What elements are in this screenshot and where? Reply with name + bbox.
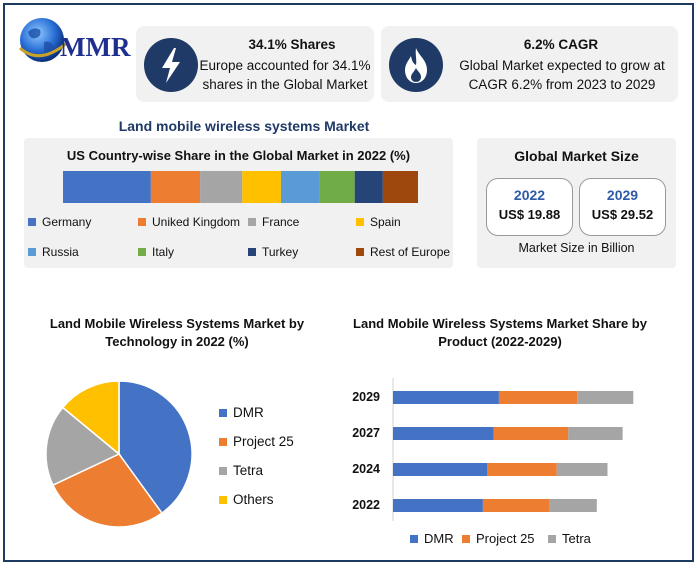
- country-legend-item: Spain: [356, 215, 401, 229]
- legend-label: DMR: [424, 531, 454, 546]
- legend-label: Germany: [42, 215, 92, 229]
- legend-label: Spain: [370, 215, 401, 229]
- stat-description: Europe accounted for 34.1% shares in the…: [199, 58, 371, 92]
- mmr-logo: MMR: [14, 12, 134, 72]
- country-share-chart: [63, 171, 418, 203]
- country-bar-segment: [280, 171, 320, 203]
- country-legend-item: Russia: [28, 245, 79, 259]
- country-bar-segment: [354, 171, 383, 203]
- bar-legend-item: Tetra: [548, 531, 591, 546]
- legend-swatch: [219, 495, 227, 504]
- stat-card-cagr: 6.2% CAGR Global Market expected to grow…: [381, 26, 678, 102]
- country-share-panel: US Country-wise Share in the Global Mark…: [24, 138, 453, 268]
- legend-swatch: [138, 218, 146, 226]
- country-bar-segment: [382, 171, 418, 203]
- global-size-title: Global Market Size: [514, 148, 639, 164]
- year-label: 2022: [513, 187, 546, 203]
- pie-legend-item: Tetra: [219, 463, 263, 478]
- bar-category-label: 2022: [352, 498, 380, 512]
- stat-description: Global Market expected to grow at CAGR 6…: [459, 58, 665, 92]
- bar-chart-title: Land Mobile Wireless Systems Market Shar…: [353, 316, 647, 349]
- legend-swatch: [356, 248, 364, 256]
- legend-label: Italy: [152, 245, 175, 259]
- bar-legend-item: DMR: [410, 531, 454, 546]
- legend-label: Project 25: [233, 434, 294, 449]
- legend-label: Rest of Europe: [370, 245, 451, 259]
- lightning-icon: [144, 38, 198, 92]
- legend-swatch: [548, 534, 556, 543]
- legend-swatch: [28, 248, 36, 256]
- country-legend-item: Italy: [138, 245, 174, 259]
- stat-card-shares: 34.1% Shares Europe accounted for 34.1% …: [136, 26, 374, 102]
- year-label: 2029: [606, 187, 639, 203]
- bar-category-label: 2029: [352, 390, 380, 404]
- country-chart-title: US Country-wise Share in the Global Mark…: [66, 148, 411, 163]
- legend-swatch: [248, 218, 256, 226]
- logo-text: MMR: [60, 32, 131, 62]
- legend-swatch: [219, 437, 227, 446]
- legend-swatch: [248, 248, 256, 256]
- flame-icon: [389, 38, 443, 92]
- legend-swatch: [462, 534, 470, 543]
- country-bar-segment: [319, 171, 355, 203]
- legend-label: Turkey: [262, 245, 299, 259]
- country-bar-segment: [242, 171, 281, 203]
- global-size-footer: Market Size in Billion: [518, 241, 635, 255]
- bar-category-label: 2027: [352, 426, 380, 440]
- pie-legend-item: Others: [219, 492, 274, 507]
- year-value: US$ 19.88: [498, 207, 561, 222]
- legend-swatch: [219, 408, 227, 417]
- stat-title: 6.2% CAGR: [523, 37, 599, 52]
- legend-swatch: [410, 534, 418, 543]
- country-legend-item: Germany: [28, 215, 91, 229]
- legend-label: DMR: [233, 405, 264, 420]
- legend-swatch: [356, 218, 364, 226]
- country-bar-segment: [63, 171, 151, 203]
- legend-swatch: [138, 248, 146, 256]
- legend-label: Uniked Kingdom: [152, 215, 241, 229]
- country-legend-item: Turkey: [248, 245, 298, 259]
- year-box-2029: 2029 US$ 29.52: [579, 178, 666, 236]
- country-legend-item: France: [248, 215, 299, 229]
- legend-label: France: [262, 215, 300, 229]
- global-market-size-panel: Global Market Size 2022 US$ 19.88 2029 U…: [477, 138, 676, 268]
- legend-label: Tetra: [562, 531, 591, 546]
- stat-title: 34.1% Shares: [248, 37, 336, 52]
- pie-chart-title: Land Mobile Wireless Systems Market by T…: [49, 316, 305, 349]
- legend-label: Russia: [42, 245, 79, 259]
- pie-legend-item: Project 25: [219, 434, 294, 449]
- legend-label: Others: [233, 492, 274, 507]
- country-bar-segment: [200, 171, 243, 203]
- year-value: US$ 29.52: [591, 207, 654, 222]
- country-legend-item: Uniked Kingdom: [138, 215, 240, 229]
- bar-legend-item: Project 25: [462, 531, 535, 546]
- legend-label: Project 25: [476, 531, 535, 546]
- globe-icon: [18, 18, 69, 62]
- country-legend-item: Rest of Europe: [356, 245, 450, 259]
- legend-swatch: [219, 466, 227, 475]
- section-title: Land mobile wireless systems Market: [118, 118, 370, 134]
- country-bar-segment: [150, 171, 201, 203]
- year-box-2022: 2022 US$ 19.88: [486, 178, 573, 236]
- legend-swatch: [28, 218, 36, 226]
- bar-category-label: 2024: [352, 462, 380, 476]
- pie-legend-item: DMR: [219, 405, 264, 420]
- legend-label: Tetra: [233, 463, 264, 478]
